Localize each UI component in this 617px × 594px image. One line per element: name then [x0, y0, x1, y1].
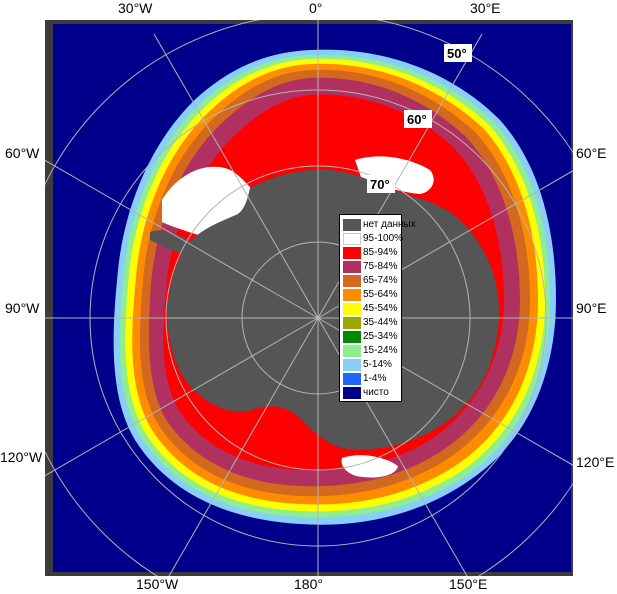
legend-swatch: [343, 289, 361, 301]
lon-label-30e: 30°E: [470, 0, 501, 16]
lon-label-90w: 90°W: [5, 300, 40, 316]
legend-item-95-100: 95-100%: [343, 232, 404, 246]
lon-label-30w: 30°W: [118, 0, 153, 16]
legend-swatch: [343, 303, 361, 315]
lon-label-0: 0°: [309, 0, 322, 16]
lon-label-90e: 90°E: [576, 300, 607, 316]
legend-swatch: [343, 387, 361, 399]
lon-label-180: 180°: [294, 576, 323, 592]
lat-label-70: 70°: [370, 177, 390, 192]
legend-swatch: [343, 261, 361, 273]
lat-label-50: 50°: [447, 46, 467, 61]
lon-label-150w: 150°W: [136, 576, 179, 592]
legend-swatch: [343, 247, 361, 259]
legend-label: 65-74%: [363, 275, 398, 286]
legend-swatch: [343, 233, 361, 245]
legend-label: 15-24%: [363, 345, 398, 356]
legend-swatch: [343, 219, 361, 231]
legend-label: 45-54%: [363, 303, 398, 314]
legend-item-no-data: нет данных: [343, 218, 416, 232]
legend-label: 95-100%: [363, 233, 404, 244]
lon-label-120w: 120°W: [0, 449, 43, 465]
lon-label-60e: 60°E: [576, 145, 607, 161]
lon-label-150e: 150°E: [449, 576, 487, 592]
legend-label: нет данных: [363, 219, 416, 230]
legend-swatch: [343, 359, 361, 371]
legend-label: 75-84%: [363, 261, 398, 272]
ice-patch-white-south: [341, 455, 398, 478]
legend-item-5-14: 5-14%: [343, 358, 401, 372]
legend-label: 25-34%: [363, 331, 398, 342]
legend-swatch: [343, 373, 361, 385]
legend-item-clear: чисто: [343, 386, 401, 400]
legend-label: 85-94%: [363, 247, 398, 258]
legend-item-75-84: 75-84%: [343, 260, 401, 274]
legend-swatch: [343, 317, 361, 329]
legend-label: 1-4%: [363, 373, 387, 384]
lon-label-60w: 60°W: [5, 145, 40, 161]
legend-swatch: [343, 345, 361, 357]
legend-swatch: [343, 331, 361, 343]
legend-swatch: [343, 275, 361, 287]
legend-label: 35-44%: [363, 317, 398, 328]
legend-label: 55-64%: [363, 289, 398, 300]
antarctic-peninsula: [150, 230, 212, 260]
legend-label: 5-14%: [363, 359, 392, 370]
legend-item-1-4: 1-4%: [343, 372, 401, 386]
lon-label-120e: 120°E: [576, 454, 614, 470]
legend-label: чисто: [363, 387, 389, 398]
antarctica-land: [167, 169, 500, 451]
legend-item-55-64: 55-64%: [343, 288, 401, 302]
map-legend: нет данных 95-100% 85-94% 75-84% 65-74% …: [339, 214, 416, 402]
legend-item-65-74: 65-74%: [343, 274, 401, 288]
legend-item-15-24: 15-24%: [343, 344, 401, 358]
legend-item-45-54: 45-54%: [343, 302, 401, 316]
legend-item-35-44: 35-44%: [343, 316, 401, 330]
legend-item-85-94: 85-94%: [343, 246, 401, 260]
lat-label-60: 60°: [407, 112, 427, 127]
legend-item-25-34: 25-34%: [343, 330, 401, 344]
